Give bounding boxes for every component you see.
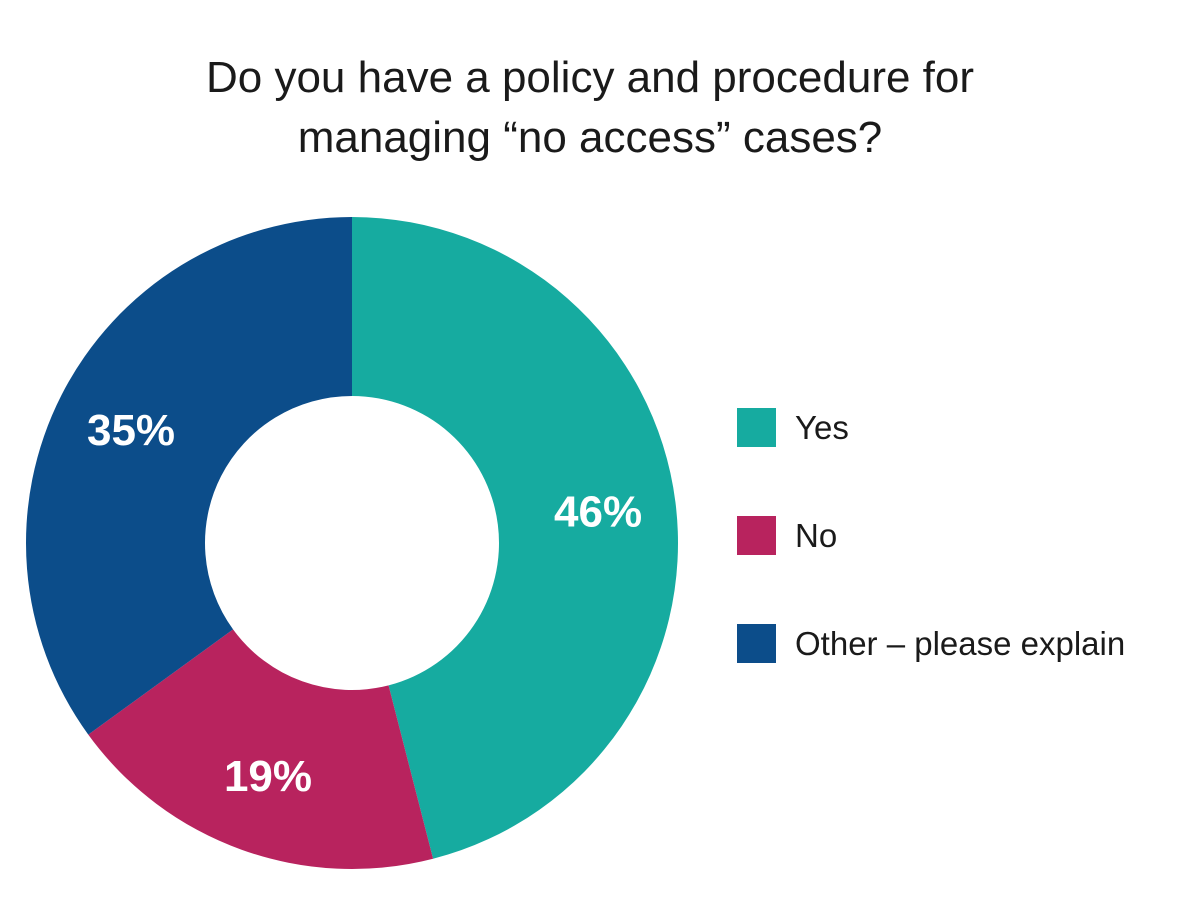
legend-label-yes: Yes (795, 409, 849, 446)
legend-swatch-no (737, 516, 776, 555)
slice-label-yes: 46% (554, 487, 642, 536)
donut-slice-yes (352, 217, 678, 859)
donut-slice-labels: 46% 19% 35% (87, 406, 642, 801)
legend-swatch-other (737, 624, 776, 663)
legend-label-no: No (795, 517, 838, 554)
legend-label-other: Other – please explain (795, 625, 1126, 662)
slice-label-other: 35% (87, 406, 175, 455)
chart-title-line-2: managing “no access” cases? (297, 113, 883, 162)
chart-title: Do you have a policy and procedure for m… (90, 48, 1090, 168)
donut-slices (25, 217, 678, 869)
slice-label-no: 19% (224, 752, 312, 801)
donut-slice-other (25, 217, 352, 735)
donut-slice-no (88, 629, 434, 869)
legend-swatch-yes (737, 408, 776, 447)
chart-title-line-1: Do you have a policy and procedure for (205, 53, 975, 102)
donut-chart: 46% 19% 35% (25, 217, 678, 869)
